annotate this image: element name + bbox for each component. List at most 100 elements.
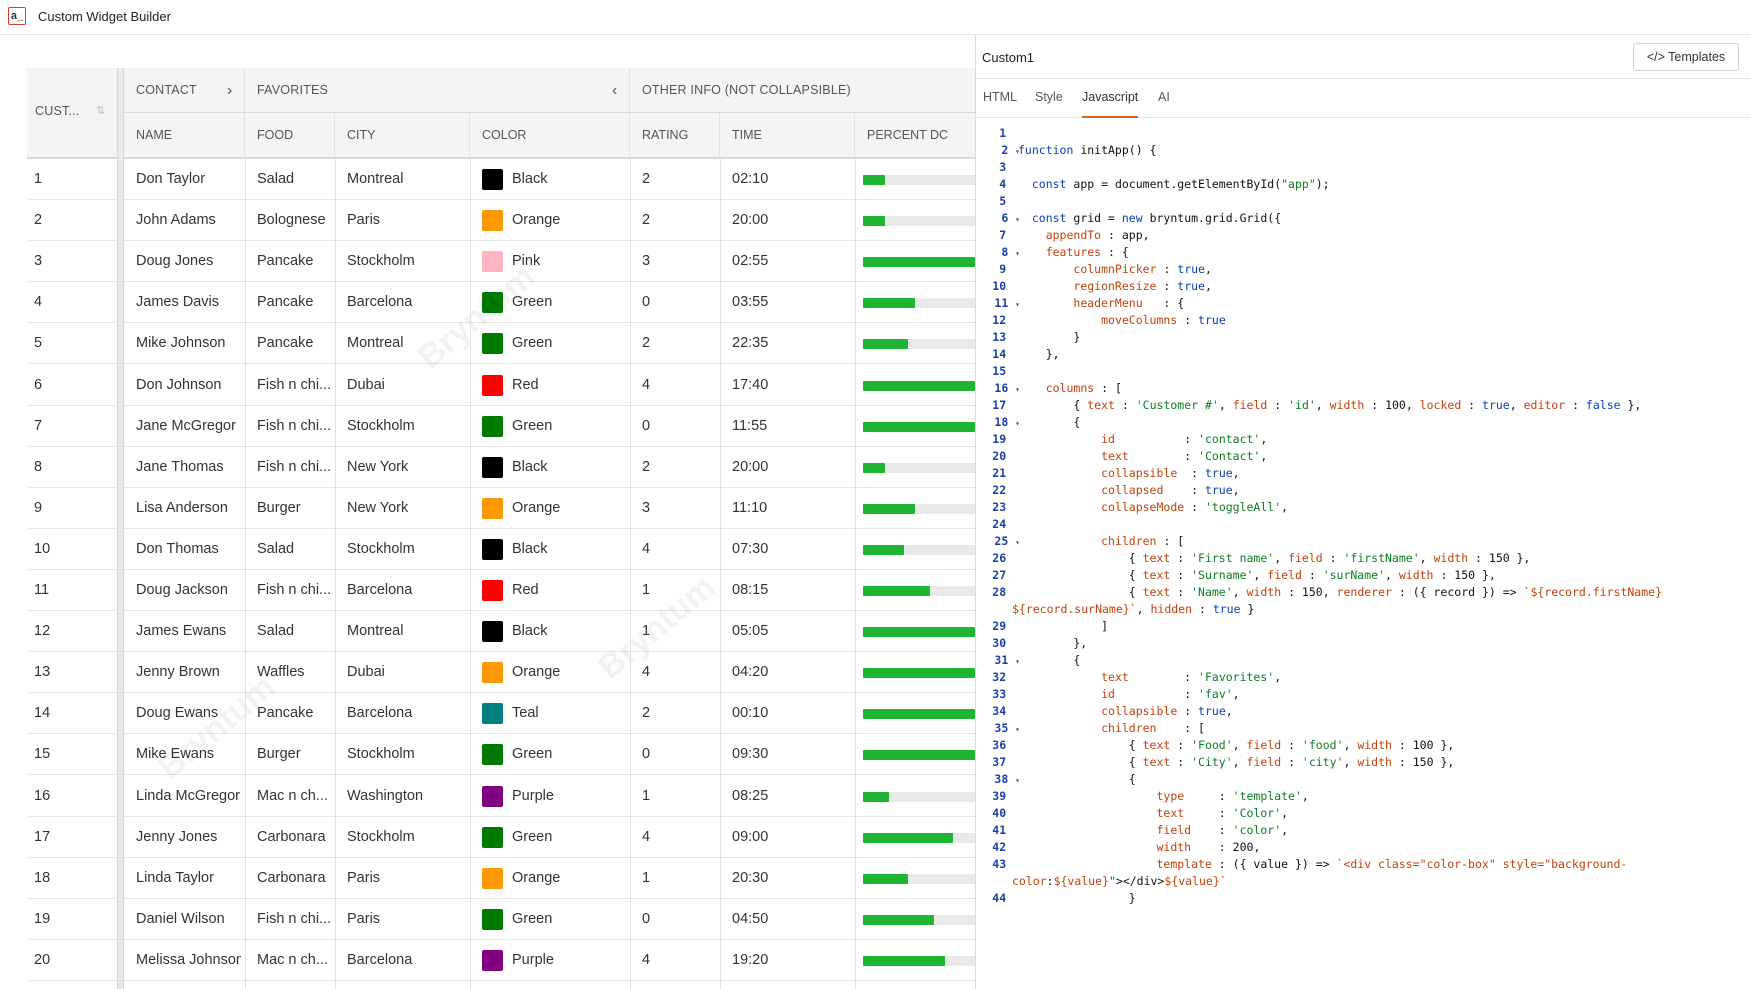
cell-customer-id[interactable]: 8 [34,458,43,475]
cell-color[interactable]: Green [470,899,628,940]
cell-percent[interactable] [855,570,975,611]
cell-time[interactable]: 20:00 [732,458,769,475]
code-line[interactable]: appendTo : app, [1045,228,1150,242]
cell-food[interactable]: Burger [257,499,301,516]
code-line[interactable]: color:${value}"></div>${value}` [1012,874,1227,888]
cell-percent[interactable] [855,940,975,981]
cell-food[interactable]: Fish n chi... [257,582,331,598]
cell-city[interactable]: Stockholm [347,540,415,557]
cell-percent[interactable] [855,652,975,693]
column-header-time[interactable]: TIME [720,113,855,159]
table-row[interactable]: 17 Jenny Jones Carbonara Stockholm Green 4 09:… [27,817,975,858]
header-customer[interactable]: CUST... ⇅ [27,68,117,159]
cell-percent[interactable] [855,693,975,734]
cell-time[interactable]: 07:30 [732,540,769,557]
code-line[interactable]: columnPicker : true, [1073,262,1212,276]
code-line[interactable]: } [1018,891,1136,905]
code-line[interactable]: function initApp() { [1018,143,1157,157]
code-line[interactable]: collapseMode : 'toggleAll', [1101,500,1289,514]
cell-customer-id[interactable]: 7 [34,417,43,434]
cell-time[interactable]: 09:30 [732,746,769,763]
cell-percent[interactable] [855,159,975,200]
code-line[interactable]: { text : 'Food', field : 'food', width :… [1018,738,1455,752]
code-line[interactable]: { [1018,772,1136,786]
cell-rating[interactable]: 0 [642,746,651,763]
cell-name[interactable]: Mike Ewans [136,746,215,763]
cell-percent[interactable] [855,282,975,323]
cell-customer-id[interactable]: 12 [34,623,51,640]
cell-customer-id[interactable]: 18 [34,869,51,886]
cell-name[interactable]: Jenny Brown [136,664,220,681]
tab-javascript[interactable]: Javascript [1082,90,1139,118]
cell-color[interactable]: Black [470,529,628,570]
cell-color[interactable]: Green [470,406,628,447]
cell-rating[interactable]: 2 [642,335,651,352]
cell-customer-id[interactable]: 4 [34,294,43,311]
cell-time[interactable]: 11:10 [732,499,768,516]
cell-name[interactable]: Jane Thomas [136,458,224,475]
cell-name[interactable]: Doug Jackson [136,582,228,598]
table-row[interactable]: 12 James Ewans Salad Montreal Black 1 05:05 [27,611,975,653]
cell-color[interactable]: Purple [470,940,628,981]
tab-style[interactable]: Style [1035,90,1063,104]
table-row[interactable]: 6 Don Johnson Fish n chi... Dubai Red 4 17:40 [27,365,975,406]
cell-rating[interactable]: 4 [642,376,651,393]
cell-rating[interactable]: 2 [642,705,651,722]
cell-customer-id[interactable]: 17 [34,828,51,845]
cell-city[interactable]: Stockholm [347,828,415,845]
cell-customer-id[interactable]: 19 [34,910,51,927]
column-header-percent[interactable]: PERCENT DC [855,113,975,159]
cell-customer-id[interactable]: 13 [34,664,51,681]
code-line[interactable]: text : 'Favorites', [1101,670,1282,684]
cell-customer-id[interactable]: 20 [34,951,51,968]
cell-rating[interactable]: 2 [642,458,651,475]
cell-customer-id[interactable]: 15 [34,746,51,763]
cell-rating[interactable]: 0 [642,910,651,927]
cell-percent[interactable] [855,529,975,570]
cell-city[interactable]: New York [347,499,409,516]
cell-rating[interactable]: 1 [642,582,651,598]
cell-color[interactable]: Green [470,734,628,775]
column-header-food[interactable]: FOOD [245,113,335,159]
code-line[interactable]: { text : 'Customer #', field : 'id', wid… [1018,398,1642,412]
cell-customer-id[interactable]: 1 [34,171,43,187]
cell-name[interactable]: Don Thomas [136,540,219,557]
code-line[interactable]: const app = document.getElementById("app… [1031,177,1330,191]
code-line[interactable]: { text : 'Name', width : 150, renderer :… [1018,585,1662,599]
code-line[interactable]: { [1018,415,1081,429]
column-header-rating[interactable]: RATING [630,113,720,159]
cell-city[interactable]: Barcelona [347,951,413,968]
code-editor[interactable]: 1 2 ▾ function initApp() {3 4 const app =… [976,120,1751,989]
cell-color[interactable]: Orange [470,488,628,529]
table-row[interactable]: 3 Doug Jones Pancake Stockholm Pink 3 02:55 [27,241,975,283]
table-row[interactable]: 16 Linda McGregor Mac n ch... Washington Pur… [27,776,975,817]
code-line[interactable]: }, [1018,636,1088,650]
code-line[interactable]: children : [ [1101,534,1185,548]
cell-rating[interactable]: 3 [642,253,651,270]
cell-name[interactable]: Don Johnson [136,376,222,393]
table-row[interactable]: 15 Mike Ewans Burger Stockholm Green 0 09:30 [27,734,975,776]
cell-food[interactable]: Burger [257,746,301,763]
cell-percent[interactable] [855,488,975,529]
cell-name[interactable]: Linda Taylor [136,869,214,886]
table-row[interactable]: 11 Doug Jackson Fish n chi... Barcelona Red 1… [27,570,975,611]
code-line[interactable]: collapsed : true, [1101,483,1240,497]
cell-color[interactable]: Green [470,817,628,858]
cell-food[interactable]: Carbonara [257,869,326,886]
cell-percent[interactable] [855,611,975,652]
cell-city[interactable]: Montreal [347,171,404,187]
cell-name[interactable]: Doug Jones [136,253,214,270]
table-row[interactable]: 10 Don Thomas Salad Stockholm Black 4 07:30 [27,529,975,570]
cell-rating[interactable]: 0 [642,417,651,434]
cell-food[interactable]: Fish n chi... [257,458,331,475]
cell-percent[interactable] [855,734,975,775]
cell-customer-id[interactable]: 16 [34,787,51,804]
cell-color[interactable]: Black [470,447,628,488]
cell-color[interactable]: Orange [470,200,628,241]
code-line[interactable]: id : 'contact', [1101,432,1268,446]
cell-percent[interactable] [855,365,975,406]
cell-food[interactable]: Pancake [257,705,314,722]
code-line[interactable]: features : { [1045,245,1129,259]
cell-percent[interactable] [855,858,975,899]
cell-name[interactable]: James Ewans [136,623,227,640]
